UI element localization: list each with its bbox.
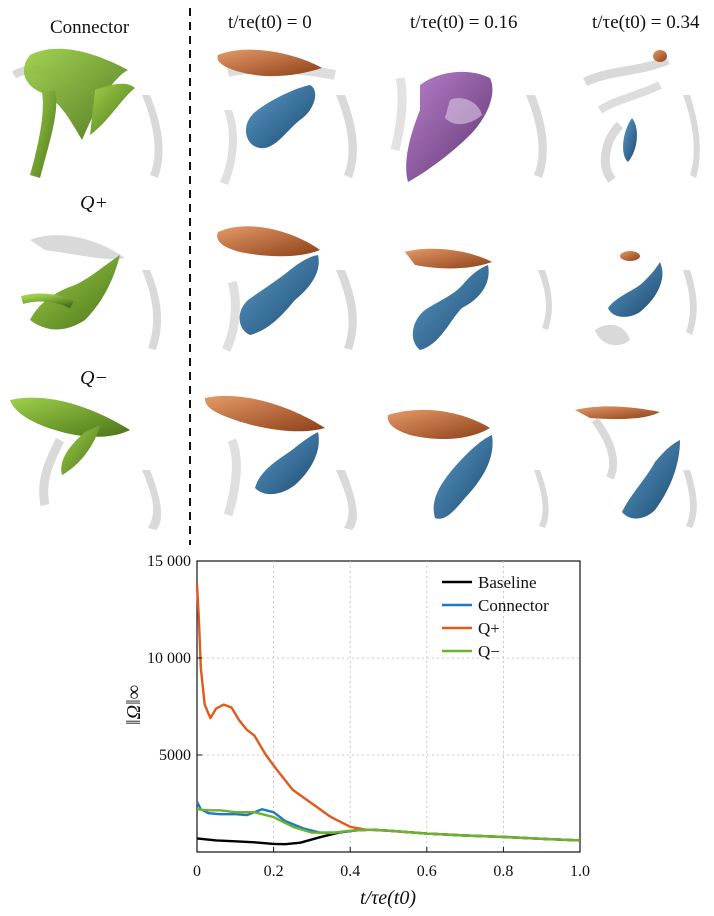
panel-qminus-t0-row3 (204, 395, 357, 530)
panel-qminus-t016-row3 (387, 409, 549, 528)
x-tick-label: 1.0 (570, 863, 590, 880)
x-tick-label: 0.6 (417, 863, 437, 880)
row-label-qplus: Q+ (80, 192, 108, 214)
panel-qminus-t034-row3 (575, 406, 697, 528)
x-tick-label: 0 (193, 863, 201, 880)
x-tick-label: 0.8 (493, 863, 513, 880)
y-tick-label: 15 000 (147, 553, 191, 570)
time-header-016: t/τe(t0) = 0.16 (410, 12, 518, 33)
y-tick-label: 10 000 (147, 650, 191, 667)
panel-qplus-t016-row2 (405, 248, 552, 350)
x-tick-label: 0.4 (340, 863, 360, 880)
series-lines (195, 584, 581, 846)
panel-merged-t016-row1 (390, 71, 547, 182)
legend-label: Q+ (478, 619, 500, 638)
panel-qplus-qminus-t0-row1 (217, 49, 357, 185)
series-line-Q (196, 808, 581, 842)
legend-label: Baseline (478, 573, 537, 592)
x-axis-label: t/τe(t0) (360, 887, 416, 909)
x-tick-label: 0.2 (264, 863, 284, 880)
panel-qplus-t0-row2 (217, 226, 357, 353)
connector-column-header: Connector (50, 17, 130, 38)
y-tick-label: 5000 (159, 747, 191, 764)
row-label-qminus: Q− (80, 367, 108, 389)
legend-label: Connector (478, 596, 549, 615)
time-header-0: t/τe(t0) = 0 (228, 12, 312, 33)
panel-qminus-connector-row3 (10, 397, 162, 530)
legend: Baseline Connector Q+ Q− (442, 573, 549, 661)
panel-qplus-t034-row2 (595, 251, 697, 346)
legend-label: Q− (478, 642, 500, 661)
time-header-034: t/τe(t0) = 0.34 (592, 12, 700, 33)
panel-connector-row1 (11, 48, 163, 178)
panel-t034-row1 (583, 50, 700, 183)
plot-frame (196, 560, 581, 853)
axis-ticks: 0 0.2 0.4 0.6 0.8 1.0 5000 10 000 15 000 (147, 553, 590, 880)
grid (197, 561, 580, 852)
y-axis-label: ‖Ω‖∞ (123, 685, 145, 725)
panel-qplus-connector-row2 (20, 235, 162, 350)
vorticity-norm-chart: 0 0.2 0.4 0.6 0.8 1.0 5000 10 000 15 000 Baselin… (123, 553, 590, 909)
